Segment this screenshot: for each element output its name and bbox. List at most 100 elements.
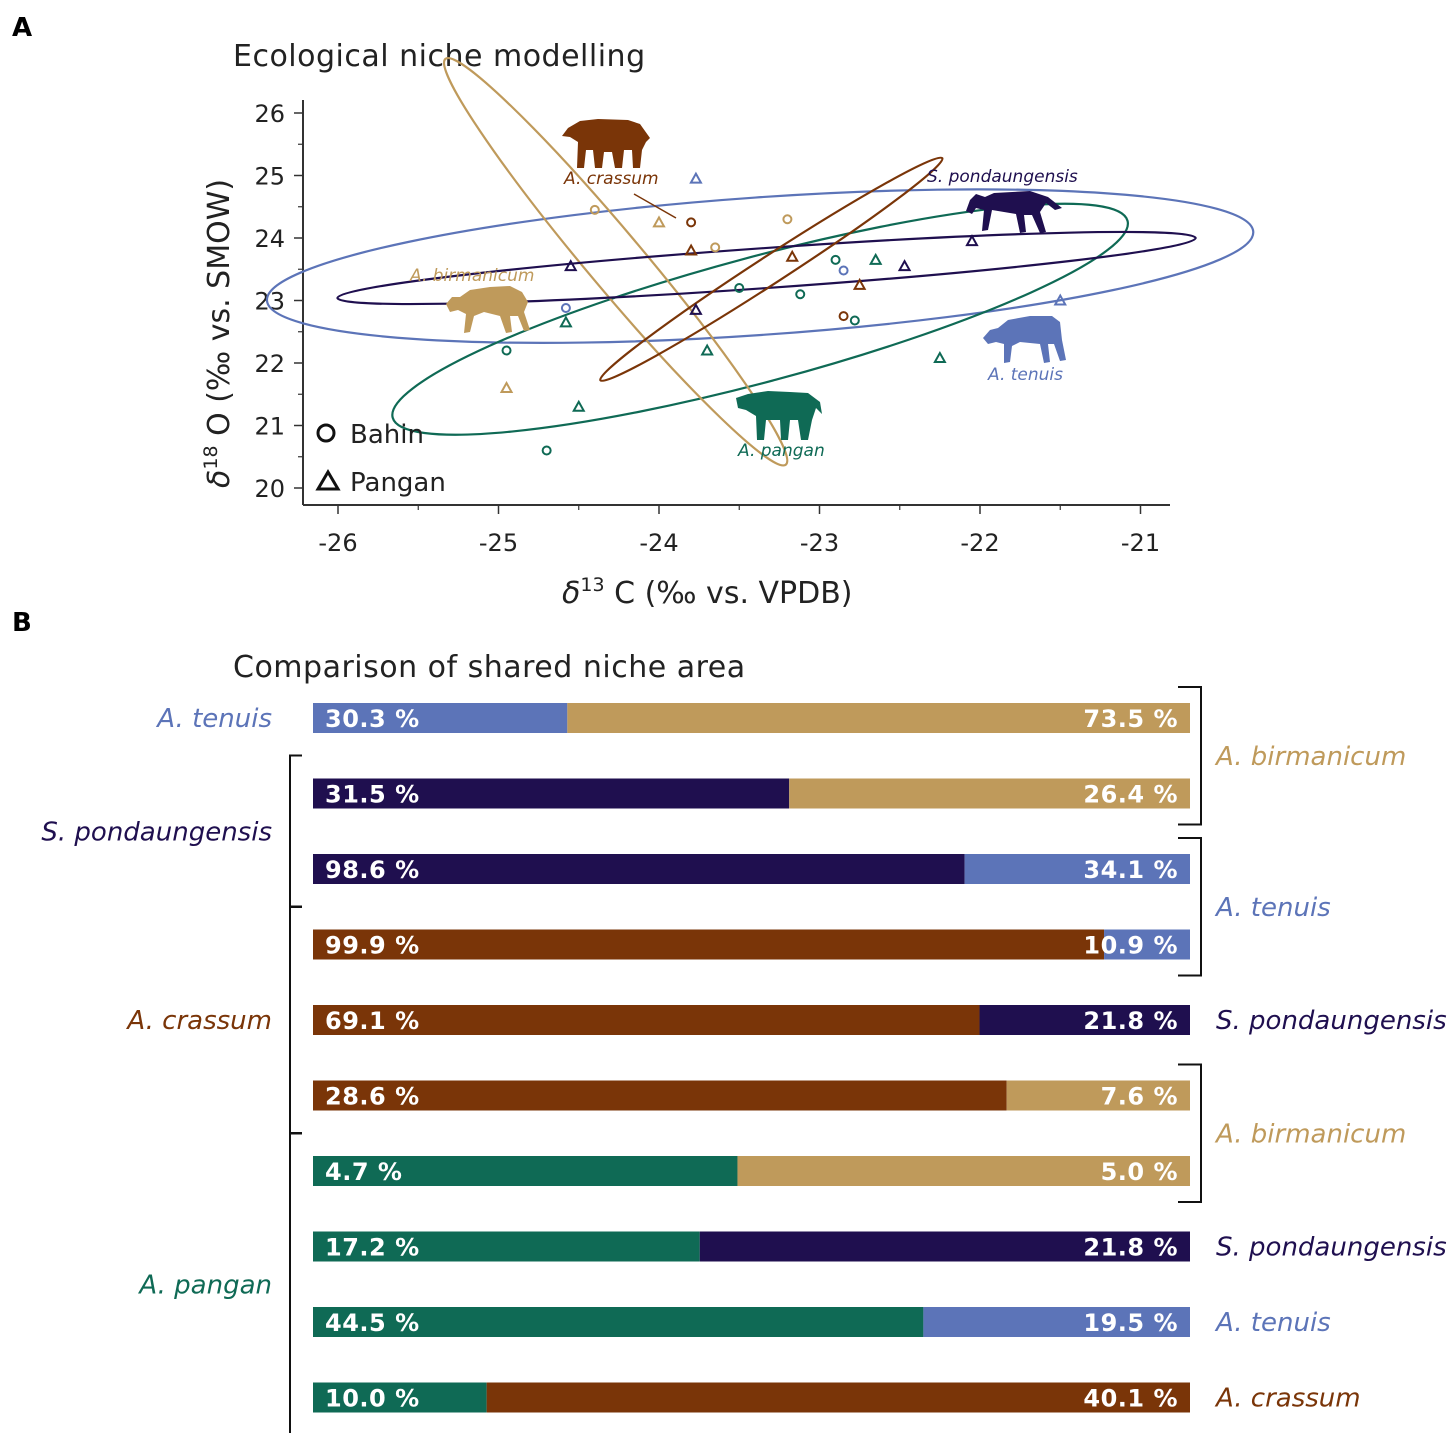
bar-left-value: 69.1 % <box>325 1007 420 1035</box>
point-pangan-crassum <box>684 243 698 256</box>
bar-right-value: 34.1 % <box>1083 856 1178 884</box>
pondaungensis-label: S. pondaungensis <box>927 167 1078 187</box>
point-pangan-birmanicum <box>499 380 514 393</box>
right-group-bracket <box>1178 1063 1202 1203</box>
point-bahin-pangan <box>795 289 806 300</box>
right-group-bracket <box>1178 837 1202 977</box>
left-group-label: A. tenuis <box>155 704 272 734</box>
left-group-label: S. pondaungensis <box>41 817 272 847</box>
point-bahin-pangan <box>830 254 841 265</box>
bar-right-segment <box>979 1005 1190 1035</box>
x-tick-label: -21 <box>1121 529 1160 557</box>
point-pangan-pondaungensis <box>965 234 979 247</box>
bar-left-value: 30.3 % <box>325 705 420 733</box>
bar-right-value: 21.8 % <box>1083 1007 1178 1035</box>
animal-silhouettes <box>446 119 1066 440</box>
niche-ellipse-pangan <box>391 202 1129 436</box>
point-pangan-pangan <box>572 399 586 412</box>
point-pangan-tenuis <box>689 171 703 184</box>
y-axis-label: δ18 O (‰ vs. SMOW) <box>200 179 237 488</box>
point-pangan-birmanicum <box>652 215 666 228</box>
point-pangan-pangan <box>559 315 573 328</box>
point-pangan-tenuis <box>1053 293 1067 306</box>
tenuis-silhouette-icon <box>983 316 1066 363</box>
bar-left-segment <box>313 1005 980 1035</box>
x-tick-label: -24 <box>639 529 678 557</box>
right-group-label: A. birmanicum <box>1214 742 1406 772</box>
left-group-bracket <box>289 754 302 908</box>
x-tick-label: -26 <box>318 529 357 557</box>
right-group-label: A. tenuis <box>1214 893 1331 923</box>
right-group-label: A. tenuis <box>1214 1308 1331 1338</box>
bar-left-segment <box>313 1080 1007 1111</box>
legend-circle-icon <box>316 423 336 443</box>
bar-left-value: 99.9 % <box>325 932 420 960</box>
pondaungensis-silhouette-icon <box>966 191 1062 233</box>
birmanicum-silhouette-icon <box>446 286 530 333</box>
bar-right-segment <box>789 778 1190 809</box>
panel-a-letter: A <box>12 13 32 43</box>
y-tick-label: 26 <box>254 100 285 128</box>
point-pangan-pangan <box>700 343 714 356</box>
bar-right-segment <box>1006 1080 1190 1111</box>
x-axis-label-sup: 13 <box>580 574 604 596</box>
bar-left-segment <box>313 1382 487 1413</box>
left-group-label: A. crassum <box>125 1006 272 1036</box>
bar-right-value: 19.5 % <box>1083 1309 1178 1337</box>
point-pangan-crassum <box>852 277 867 290</box>
niche-ellipse-crassum <box>599 156 944 382</box>
y-axis-label-text: O (‰ vs. SMOW) <box>202 179 237 446</box>
bar-left-segment <box>313 703 568 733</box>
pangan-label: A. pangan <box>737 441 825 461</box>
legend: Bahin Pangan <box>315 420 446 498</box>
bar-right-value: 26.4 % <box>1083 781 1178 809</box>
bar-right-segment <box>737 1156 1190 1186</box>
bar-right-segment <box>1104 929 1190 960</box>
point-bahin-birmanicum <box>589 204 600 215</box>
bar-right-segment <box>567 703 1190 733</box>
right-group-label: S. pondaungensis <box>1216 1233 1447 1263</box>
bar-right-value: 7.6 % <box>1101 1083 1178 1111</box>
right-group-label: S. pondaungensis <box>1216 1006 1447 1036</box>
bar-right-segment <box>699 1231 1190 1262</box>
bar-right-segment <box>486 1382 1190 1413</box>
right-group-label: A. birmanicum <box>1214 1119 1406 1149</box>
point-bahin-tenuis <box>838 265 849 276</box>
y-tick-label: 22 <box>254 350 285 378</box>
left-group-label: A. pangan <box>137 1270 272 1300</box>
panel-b-title: Comparison of shared niche area <box>233 650 746 685</box>
bar-right-value: 73.5 % <box>1083 705 1178 733</box>
point-bahin-birmanicum <box>710 242 721 253</box>
point-pangan-pangan <box>868 252 883 265</box>
bar-left-segment <box>313 778 790 809</box>
crassum-label: A. crassum <box>563 169 659 189</box>
point-bahin-crassum <box>686 217 697 228</box>
niche-ellipse-birmanicum <box>442 56 789 467</box>
bar-right-segment <box>923 1307 1190 1337</box>
x-axis-label-text: C (‰ vs. VPDB) <box>605 576 853 611</box>
point-pangan-pondaungensis <box>897 259 912 272</box>
pangan-silhouette-icon <box>736 391 822 440</box>
point-pangan-pondaungensis <box>689 302 703 315</box>
point-bahin-pangan <box>541 445 552 456</box>
bar-right-value: 40.1 % <box>1083 1385 1178 1413</box>
bar-right-value: 5.0 % <box>1101 1158 1178 1186</box>
bar-left-value: 17.2 % <box>325 1234 420 1262</box>
bar-right-segment <box>964 854 1190 884</box>
bar-left-segment <box>313 929 1105 960</box>
right-group-bracket <box>1178 686 1202 826</box>
tenuis-label: A. tenuis <box>987 365 1063 385</box>
panel-a-title: Ecological niche modelling <box>233 39 646 74</box>
x-tick-label: -22 <box>960 529 999 557</box>
bar-right-value: 10.9 % <box>1083 932 1178 960</box>
y-axis-label-sup: 18 <box>200 445 222 469</box>
crassum-leader-line <box>633 193 677 219</box>
shared-niche-bars: 30.3 % 73.5 % 31.5 % 26.4 % 98.6 % 34.1 % 99.9… <box>41 686 1447 1433</box>
left-group-bracket <box>289 905 302 1135</box>
y-tick-label: 20 <box>254 475 285 503</box>
right-group-label: A. crassum <box>1214 1384 1361 1414</box>
point-bahin-crassum <box>838 311 849 322</box>
